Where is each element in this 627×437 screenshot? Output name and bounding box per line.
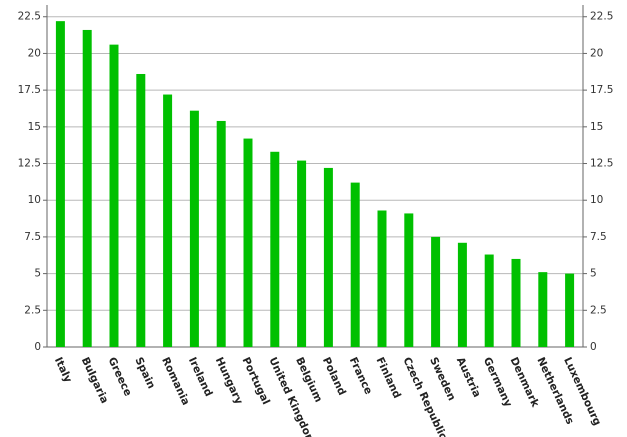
y2-tick-label: 15 [590,121,603,133]
y2-tick-label: 10 [590,194,603,206]
bar [55,21,65,347]
bar [109,44,119,348]
bar [431,236,441,347]
x-tick-label: Belgium [293,355,324,404]
y-tick-label: 2.5 [24,304,41,316]
y2-tick-label: 17.5 [590,84,613,96]
bar [565,273,575,347]
bar [538,272,548,347]
x-tick-label: Poland [320,355,348,397]
y2-tick-label: 7.5 [590,231,607,243]
bar [511,258,521,347]
y2-tick-label: 0 [590,341,597,353]
y2-tick-label: 12.5 [590,158,613,170]
y-tick-label: 10 [28,194,41,206]
bar [163,94,173,347]
bar [243,138,253,347]
y2-tick-label: 2.5 [590,304,607,316]
x-tick-label: Ireland [186,355,215,398]
y-tick-label: 5 [34,268,41,280]
y2-tick-label: 5 [590,268,597,280]
y-tick-label: 17.5 [18,84,41,96]
x-tick-label: Sweden [427,355,458,402]
x-tick-label: Greece [106,355,134,398]
x-tick-label: Finland [374,355,403,400]
y-tick-label: 22.5 [18,11,41,23]
x-tick-label: Hungary [213,355,245,406]
y-tick-label: 0 [34,341,41,353]
y-tick-label: 15 [28,121,41,133]
x-tick-label: Austria [454,355,483,399]
bar [350,182,360,347]
x-tick-label: Bulgaria [79,355,111,405]
y2-tick-label: 22.5 [590,11,613,23]
bar [457,242,467,347]
bar [484,254,494,347]
bar [270,151,280,347]
bar [136,73,146,347]
x-tick-label: Romania [159,355,192,407]
bar [82,29,92,347]
x-tick-label: Spain [132,355,157,390]
y-tick-label: 12.5 [18,158,41,170]
y-tick-label: 20 [28,47,41,59]
bar [377,210,387,347]
bar [216,120,226,347]
bar [323,167,333,347]
y-tick-label: 7.5 [24,231,41,243]
y2-tick-label: 20 [590,47,603,59]
x-tick-label: France [347,355,375,396]
bar [189,110,199,347]
bar [297,160,307,347]
bar [404,213,414,347]
x-tick-label: Italy [52,355,74,384]
